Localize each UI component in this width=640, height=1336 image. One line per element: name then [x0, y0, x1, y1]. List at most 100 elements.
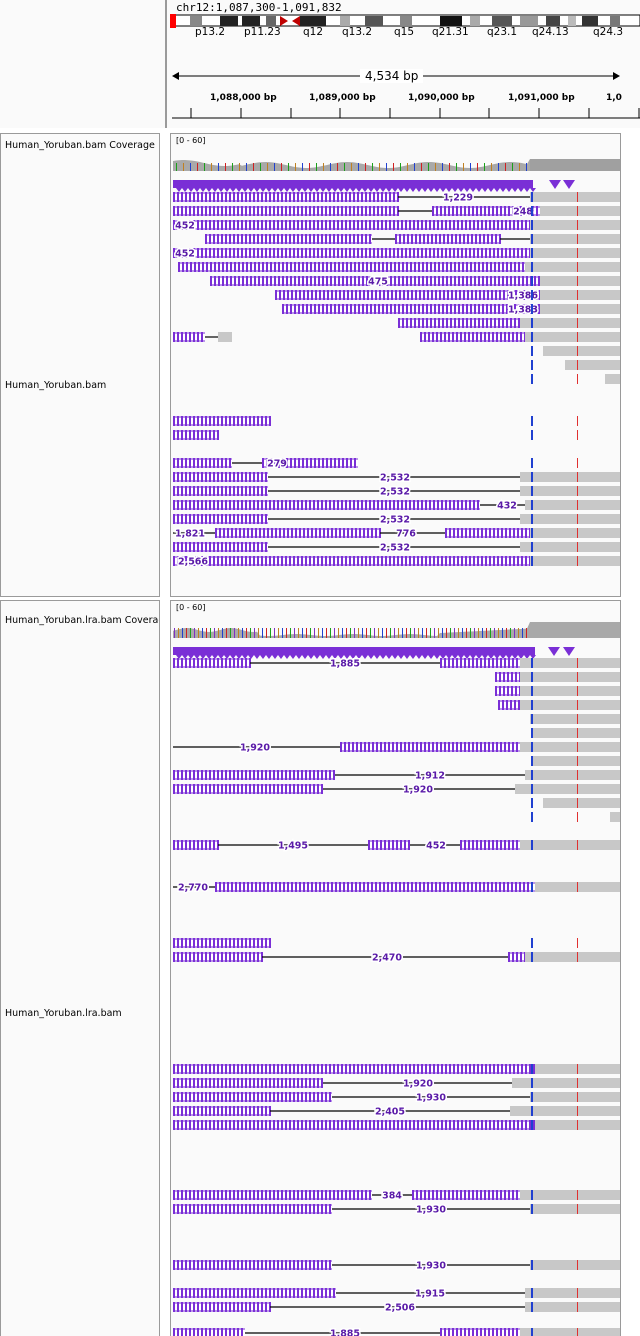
insertion-mark: [241, 514, 243, 524]
insertion-mark: [237, 248, 239, 258]
insertion-mark: [285, 220, 287, 230]
insertion-mark: [233, 1328, 235, 1336]
insertion-mark: [409, 248, 411, 258]
insertion-mark: [427, 234, 429, 244]
insertion-mark: [269, 192, 271, 202]
insertion-mark: [528, 206, 530, 216]
insertion-mark: [217, 556, 219, 566]
insertion-mark: [289, 248, 291, 258]
insertion-mark: [495, 882, 497, 892]
insertion-mark: [361, 500, 363, 510]
insertion-mark: [333, 1064, 335, 1074]
insertion-mark: [389, 500, 391, 510]
insertion-mark: [213, 938, 215, 948]
ruler[interactable]: [170, 104, 640, 128]
insertion-mark: [516, 1190, 518, 1200]
insertion-mark: [205, 430, 207, 440]
insertion-mark: [313, 1288, 315, 1298]
insertion-mark: [418, 262, 420, 272]
insertion-mark: [209, 840, 211, 850]
insertion-mark: [488, 1328, 490, 1336]
insertion-mark: [346, 262, 348, 272]
insertion-mark: [234, 262, 236, 272]
coverage-track-name[interactable]: Human_Yoruban.lra.bam Coverage: [5, 615, 159, 626]
insertion-mark: [233, 1260, 235, 1270]
coverage-track-name[interactable]: Human_Yoruban.bam Coverage: [5, 140, 155, 151]
insertion-mark: [351, 882, 353, 892]
insertion-mark: [416, 1190, 418, 1200]
insertion-mark: [459, 234, 461, 244]
insertion-mark: [442, 318, 444, 328]
insertion-mark: [471, 882, 473, 892]
insertion-mark: [298, 276, 300, 286]
insertion-mark: [360, 742, 362, 752]
insertion-mark: [253, 542, 255, 552]
insertion-mark: [186, 262, 188, 272]
insertion-mark: [217, 658, 219, 668]
chromosome-ideogram[interactable]: [170, 14, 640, 28]
insertion-mark: [445, 248, 447, 258]
insertion-mark: [454, 262, 456, 272]
insertion-mark: [305, 1260, 307, 1270]
alignment-track-name[interactable]: Human_Yoruban.lra.bam: [5, 1008, 122, 1019]
variant-mark: [531, 1092, 533, 1102]
insertion-mark: [527, 882, 529, 892]
insertion-mark: [519, 882, 521, 892]
read-segment: [530, 556, 620, 566]
insertion-mark: [235, 528, 237, 538]
insertion-mark: [426, 276, 428, 286]
insertion-mark: [514, 700, 516, 710]
read-segment: [445, 528, 530, 538]
insertion-mark: [313, 556, 315, 566]
insertion-mark: [437, 500, 439, 510]
insertion-mark: [417, 556, 419, 566]
read-segment: [520, 1328, 620, 1336]
insertion-mark: [233, 416, 235, 426]
deletion-size-label: 1,885: [330, 659, 360, 670]
insertion-marker: [326, 188, 332, 192]
insertion-mark: [438, 276, 440, 286]
read-segment: [173, 220, 530, 230]
insertion-mark: [201, 220, 203, 230]
insertion-mark: [173, 556, 175, 566]
coverage-mismatch: [334, 628, 335, 638]
insertion-mark: [408, 840, 410, 850]
insertion-marker: [506, 655, 512, 659]
variant-mark: [531, 416, 533, 426]
insertion-mark: [476, 658, 478, 668]
insertion-mark: [185, 1328, 187, 1336]
coverage-mismatch: [234, 628, 235, 638]
insertion-mark: [261, 1120, 263, 1130]
insertion-mark: [261, 416, 263, 426]
insertion-mark: [261, 770, 263, 780]
insertion-mark: [229, 938, 231, 948]
insertion-mark: [325, 500, 327, 510]
insertion-mark: [293, 500, 295, 510]
insertion-mark: [457, 1120, 459, 1130]
insertion-mark: [513, 1064, 515, 1074]
insertion-mark: [225, 1106, 227, 1116]
insertion-mark: [285, 1260, 287, 1270]
insertion-mark: [341, 234, 343, 244]
alignment-track-name[interactable]: Human_Yoruban.bam: [5, 380, 107, 391]
insertion-mark: [345, 1120, 347, 1130]
coverage-mismatch: [358, 628, 359, 638]
insertion-mark: [237, 1260, 239, 1270]
coverage-mismatch: [330, 628, 331, 638]
insertion-mark: [485, 528, 487, 538]
insertion-mark: [385, 1120, 387, 1130]
insertion-mark: [361, 556, 363, 566]
insertion-mark: [237, 514, 239, 524]
insertion-mark: [297, 770, 299, 780]
insertion-mark: [309, 248, 311, 258]
coverage-mismatch: [470, 163, 471, 171]
insertion-mark: [331, 290, 333, 300]
insertion-mark: [398, 318, 400, 328]
insertion-mark: [297, 784, 299, 794]
insertion-mark: [337, 220, 339, 230]
insertion-mark: [210, 262, 212, 272]
ruler-tick-label: 1,091,000 bp: [508, 93, 575, 103]
insertion-mark: [189, 542, 191, 552]
insertion-mark: [478, 276, 480, 286]
